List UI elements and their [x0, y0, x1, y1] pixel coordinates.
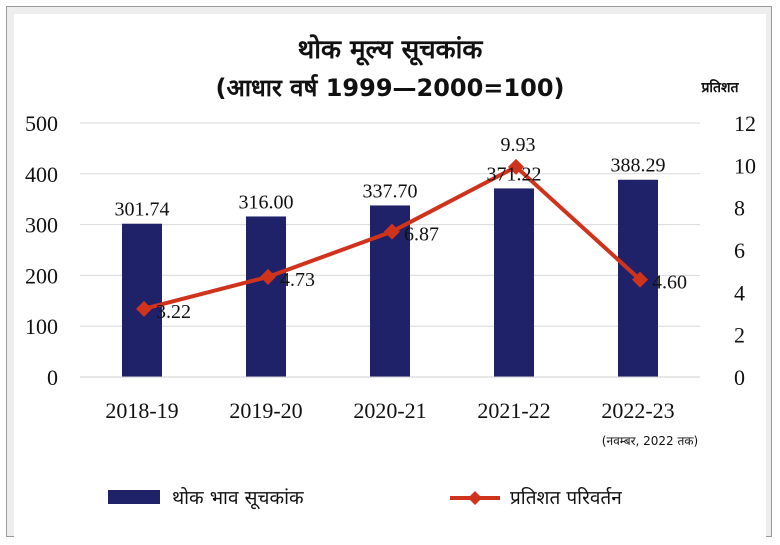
line-series [136, 158, 648, 317]
y2-tick-label: 12 [734, 111, 756, 136]
bar-data-label: 371.22 [487, 163, 542, 185]
x-tick-label: 2021-22 [477, 398, 550, 423]
right-axis-unit-label: प्रतिशत [700, 79, 739, 96]
y-tick-label: 500 [25, 111, 58, 136]
line-data-label: 3.22 [156, 301, 191, 323]
line-data-label: 9.93 [501, 134, 536, 156]
axes: 0 100 200 300 400 500 0 2 4 6 8 10 12 2018-19 2019-20 2… [25, 111, 756, 423]
y-tick-label: 400 [25, 162, 58, 187]
bar-data-label: 388.29 [611, 155, 666, 177]
line-marker [384, 223, 400, 240]
y-tick-label: 100 [25, 314, 58, 339]
y2-tick-label: 4 [734, 280, 745, 305]
x-tick-label: 2022-23 [601, 398, 674, 423]
y2-tick-label: 0 [734, 365, 745, 390]
bar-data-label: 316.00 [239, 191, 294, 213]
line-marker [508, 158, 524, 175]
bar-data-label: 301.74 [115, 199, 170, 221]
bar-series [122, 179, 658, 377]
line-marker [260, 268, 276, 285]
bar [494, 188, 534, 377]
legend-label-line: प्रतिशत परिवर्तन [510, 486, 622, 509]
x-tick-label: 2019-20 [229, 398, 302, 423]
line-marker [136, 300, 152, 317]
line-data-label: 6.87 [404, 224, 439, 246]
legend: थोक भाव सूचकांक प्रतिशत परिवर्तन [108, 486, 622, 510]
bar [122, 223, 162, 377]
chart-subtitle: (आधार वर्ष 1999—2000=100) [216, 74, 565, 102]
bar-data-label: 337.70 [363, 180, 418, 202]
data-labels: 301.74 316.00 337.70 371.22 388.29 3.22 4.73 6.… [115, 134, 688, 323]
bar [246, 216, 286, 377]
legend-marker-diamond [468, 491, 482, 505]
legend-swatch-bar [108, 490, 160, 504]
legend-label-bar: थोक भाव सूचकांक [172, 486, 304, 510]
chart-title: थोक मूल्य सूचकांक [298, 34, 484, 66]
y2-tick-label: 10 [734, 153, 756, 178]
x-tick-label: 2018-19 [105, 398, 178, 423]
y-tick-label: 200 [25, 263, 58, 288]
line-data-label: 4.60 [652, 272, 687, 294]
x-tick-label: 2020-21 [353, 398, 426, 423]
y2-tick-label: 6 [734, 238, 745, 263]
y2-tick-label: 2 [734, 323, 745, 348]
y-tick-label: 300 [25, 213, 58, 238]
y-tick-label: 0 [47, 365, 58, 390]
category-note: (नवम्बर, 2022 तक) [602, 434, 698, 448]
line-marker [632, 271, 648, 288]
y2-tick-label: 8 [734, 196, 745, 221]
line-data-label: 4.73 [280, 269, 315, 291]
